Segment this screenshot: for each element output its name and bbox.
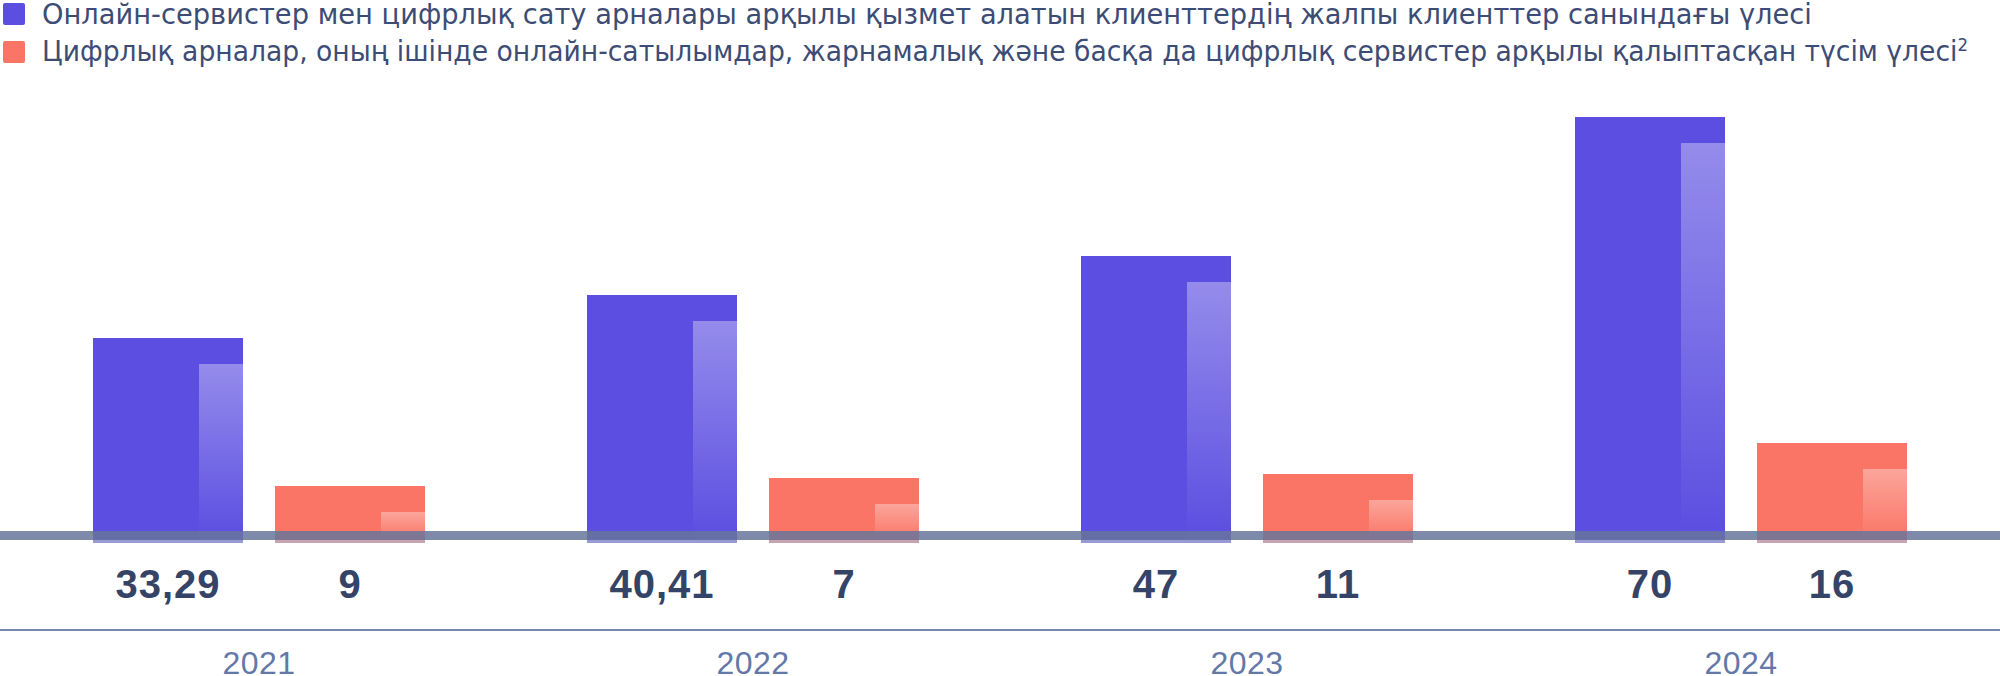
value-label-2024-series2: 16 <box>1809 562 1856 607</box>
bar-gloss <box>199 364 243 540</box>
bar-gloss <box>1863 469 1907 540</box>
digital-share-bar-chart: Онлайн-сервистер мен цифрлық сату арнала… <box>0 0 2000 676</box>
value-label-2022-series2: 7 <box>832 562 855 607</box>
chart-baseline <box>0 531 2000 540</box>
value-label-2023-series2: 11 <box>1316 562 1360 607</box>
value-label-2022-series1: 40,41 <box>609 562 714 607</box>
bar-gloss <box>1681 143 1725 540</box>
bar-2024-series1 <box>1575 117 1725 543</box>
legend-label-revenue-share: Цифрлық арналар, оның ішінде онлайн-саты… <box>42 35 1968 68</box>
bar-gloss <box>1187 282 1231 540</box>
value-label-2024-series1: 70 <box>1627 562 1674 607</box>
year-label-2022: 2022 <box>716 645 789 676</box>
value-label-2021-series1: 33,29 <box>115 562 220 607</box>
year-label-2023: 2023 <box>1210 645 1283 676</box>
bar-gloss <box>693 321 737 540</box>
bar-2023-series1 <box>1081 256 1231 543</box>
bar-2022-series1 <box>587 295 737 543</box>
legend-item-clients-share: Онлайн-сервистер мен цифрлық сату арнала… <box>3 0 2000 33</box>
year-label-2021: 2021 <box>222 645 295 676</box>
footnote-marker: 2 <box>1958 35 1968 55</box>
value-label-2023-series1: 47 <box>1133 562 1180 607</box>
legend-item-revenue-share: Цифрлық арналар, оның ішінде онлайн-саты… <box>3 33 2000 71</box>
bar-2021-series1 <box>93 338 243 543</box>
x-axis-line <box>0 629 2000 631</box>
chart-legend: Онлайн-сервистер мен цифрлық сату арнала… <box>3 0 2000 71</box>
year-label-2024: 2024 <box>1704 645 1777 676</box>
legend-label-clients-share: Онлайн-сервистер мен цифрлық сату арнала… <box>42 0 1812 31</box>
value-label-2021-series2: 9 <box>338 562 361 607</box>
legend-swatch-orange <box>3 41 25 63</box>
legend-swatch-purple <box>3 3 25 25</box>
bar-2024-series2 <box>1757 443 1907 543</box>
